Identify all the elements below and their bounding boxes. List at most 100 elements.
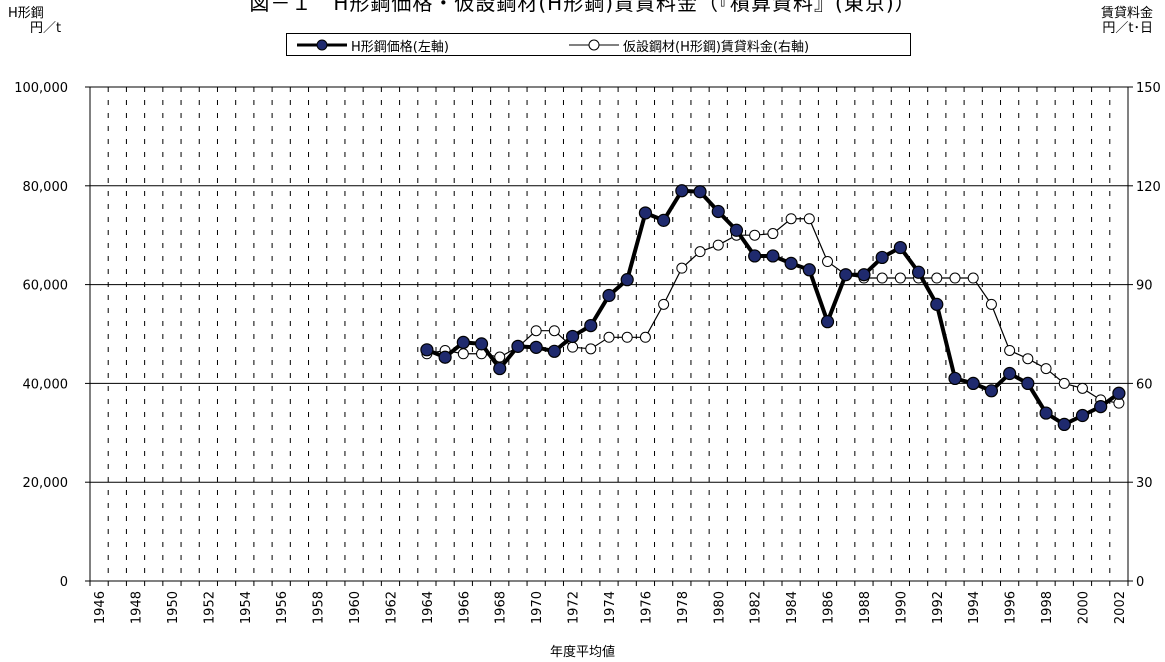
series-steel-price-point bbox=[602, 288, 616, 303]
x-tick-label: 1970 bbox=[530, 591, 545, 624]
series-rental-fee-point bbox=[1022, 353, 1034, 365]
series-rental-fee-point bbox=[949, 272, 961, 284]
x-tick-label: 1984 bbox=[785, 591, 800, 624]
y-left-tick-label: 60,000 bbox=[23, 279, 69, 294]
series-rental-fee-point bbox=[603, 331, 615, 343]
series-steel-price-point bbox=[1057, 417, 1071, 432]
series-rental-fee-point bbox=[585, 343, 597, 355]
series-steel-price-point bbox=[1021, 376, 1035, 390]
y-left-tick-label: 80,000 bbox=[23, 180, 69, 195]
series-steel-price-point bbox=[438, 350, 452, 364]
series-steel-price-point bbox=[638, 206, 653, 220]
series-steel-price-point bbox=[911, 265, 926, 279]
legend-item-rental-fee: 仮設鋼材(H形鋼)賃貸料金(右軸) bbox=[567, 36, 810, 55]
series-steel-price-point bbox=[657, 213, 671, 227]
x-tick-label: 1978 bbox=[676, 591, 691, 624]
x-tick-label: 1968 bbox=[494, 591, 509, 624]
legend-label-steel-price: H形鋼価格(左軸) bbox=[351, 39, 449, 55]
series-steel-price-point bbox=[875, 250, 889, 265]
x-tick-label: 1962 bbox=[384, 591, 399, 624]
series-rental-fee-point bbox=[658, 298, 670, 310]
series-rental-fee-point bbox=[985, 298, 997, 310]
x-tick-label: 1950 bbox=[166, 591, 181, 624]
series-rental-fee-point bbox=[548, 325, 560, 337]
chart-title: 図－１ H形鋼価格・仮設鋼材(H形鋼)賃貸料金（『積算資料』(東京)） bbox=[249, 0, 916, 15]
series-steel-price-point bbox=[948, 371, 962, 386]
series-steel-price-point bbox=[784, 256, 798, 270]
y-right-tick-label: 30 bbox=[1136, 476, 1153, 491]
legend-rental-fee-marker-icon bbox=[569, 39, 619, 51]
x-tick-label: 1964 bbox=[421, 591, 436, 624]
series-rental-fee-point bbox=[1004, 344, 1016, 356]
left-unit-label-2: 円／t bbox=[30, 21, 62, 36]
series-rental-fee-point bbox=[676, 262, 688, 274]
y-left-tick-label: 40,000 bbox=[23, 377, 69, 392]
series-steel-price-point bbox=[456, 335, 470, 349]
x-axis-title: 年度平均値 bbox=[549, 645, 615, 660]
series-steel-price-point bbox=[1112, 386, 1126, 400]
x-tick-label: 1966 bbox=[457, 591, 472, 624]
y-left-tick-label: 20,000 bbox=[23, 476, 69, 491]
y-right-tick-label: 90 bbox=[1136, 279, 1153, 294]
series-rental-fee-point bbox=[931, 272, 943, 284]
series-steel-price-point bbox=[1039, 406, 1053, 420]
series-rental-fee-point bbox=[894, 272, 906, 284]
series-steel-price-point bbox=[857, 268, 871, 282]
series-steel-price-line bbox=[426, 188, 1121, 427]
series-steel-price-point bbox=[547, 344, 561, 358]
y-left-tick-label: 0 bbox=[60, 575, 68, 590]
y-right-tick-label: 60 bbox=[1136, 377, 1153, 392]
series-steel-price-point bbox=[675, 184, 689, 198]
x-tick-label: 1954 bbox=[239, 591, 254, 624]
series-steel-price-point bbox=[493, 361, 507, 376]
series-steel-price-point bbox=[1094, 400, 1108, 414]
series-steel-price-point bbox=[1075, 408, 1090, 423]
series-steel-price-point bbox=[584, 319, 598, 333]
series-rental-fee-point bbox=[694, 246, 706, 258]
x-tick-label: 1948 bbox=[130, 591, 145, 624]
series-steel-price-point bbox=[839, 268, 853, 282]
x-tick-label: 1958 bbox=[312, 591, 327, 624]
series-rental-fee-point bbox=[712, 239, 724, 251]
y-right-tick-label: 0 bbox=[1136, 575, 1144, 590]
series-rental-fee-point bbox=[530, 325, 542, 337]
series-rental-fee-point bbox=[822, 256, 834, 268]
series-steel-price-point bbox=[966, 376, 980, 390]
x-tick-label: 1952 bbox=[202, 591, 217, 624]
x-tick-label: 2000 bbox=[1076, 591, 1091, 624]
series-steel-price-point bbox=[802, 263, 816, 277]
series-steel-price-point bbox=[984, 384, 999, 398]
x-tick-label: 1998 bbox=[1040, 591, 1055, 624]
x-tick-label: 1986 bbox=[822, 591, 837, 624]
series-steel-price-point bbox=[693, 185, 707, 199]
x-tick-label: 1990 bbox=[894, 591, 909, 624]
x-tick-label: 1982 bbox=[749, 591, 764, 624]
series-steel-price-point bbox=[529, 340, 543, 354]
x-tick-label: 1956 bbox=[275, 591, 290, 624]
right-unit-label-1: 賃貸料金 bbox=[1100, 6, 1153, 21]
y-right-tick-label: 120 bbox=[1136, 180, 1161, 195]
legend-steel-price-marker-icon bbox=[297, 39, 347, 51]
series-steel-price-point bbox=[1003, 366, 1017, 381]
series-rental-fee-point bbox=[1058, 377, 1070, 389]
series-rental-fee-point bbox=[749, 229, 761, 241]
y-right-tick-label: 150 bbox=[1136, 81, 1161, 96]
series-steel-price-point bbox=[766, 249, 780, 263]
x-tick-label: 1988 bbox=[858, 591, 873, 624]
plot-area bbox=[89, 86, 1129, 582]
series-rental-fee-point bbox=[621, 331, 633, 343]
series-steel-price-point bbox=[729, 223, 744, 237]
x-tick-label: 1992 bbox=[931, 591, 946, 624]
series-rental-fee-point bbox=[457, 348, 469, 360]
legend: H形鋼価格(左軸) 仮設鋼材(H形鋼)賃貸料金(右軸) bbox=[286, 33, 911, 56]
series-rental-fee-point bbox=[803, 213, 815, 225]
series-steel-price-point bbox=[893, 240, 907, 255]
series-steel-price-point bbox=[565, 329, 580, 344]
x-tick-label: 1960 bbox=[348, 591, 363, 624]
series-rental-fee-point bbox=[876, 272, 888, 284]
series-steel-price-point bbox=[930, 297, 944, 311]
x-tick-label: 1974 bbox=[603, 591, 618, 624]
legend-label-rental-fee: 仮設鋼材(H形鋼)賃貸料金(右軸) bbox=[623, 39, 810, 55]
x-tick-label: 1946 bbox=[93, 591, 108, 624]
